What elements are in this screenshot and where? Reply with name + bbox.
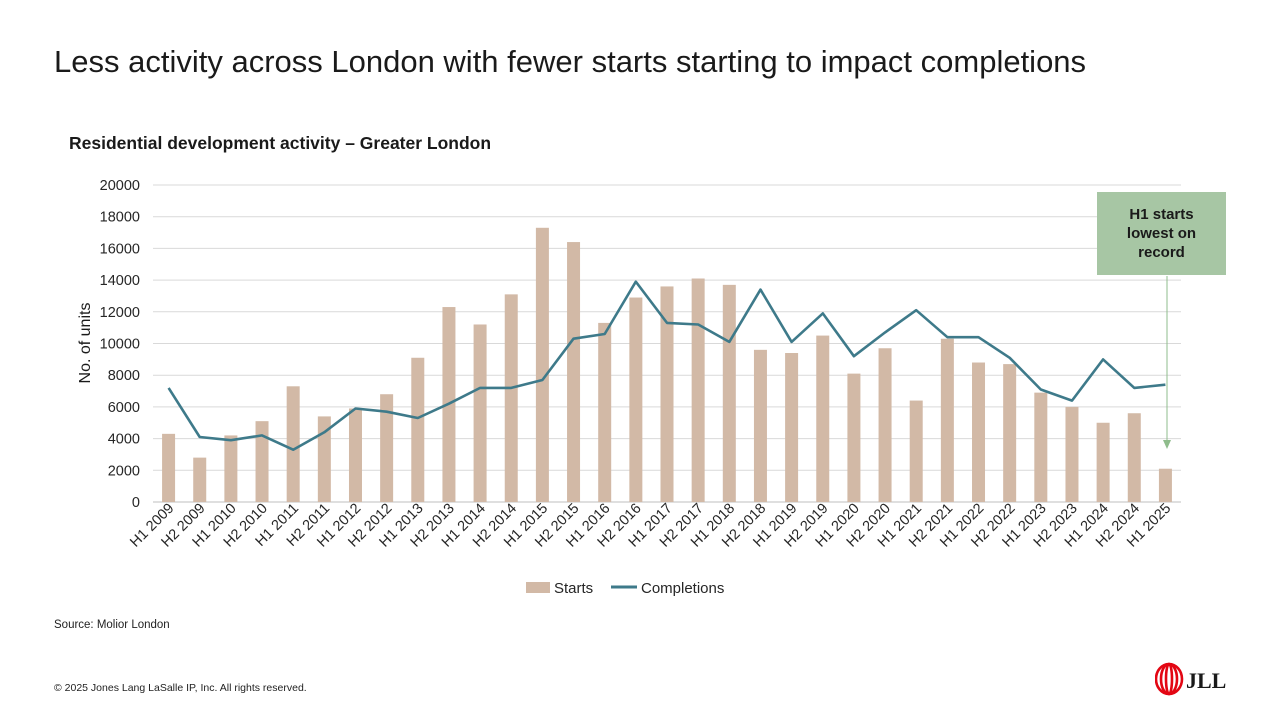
starts-bars [162, 227, 1172, 503]
starts-bar [286, 386, 300, 502]
legend-starts-swatch [526, 582, 550, 593]
completions-line [167, 280, 1166, 452]
starts-bar [535, 227, 549, 503]
starts-bar [1096, 422, 1110, 502]
callout-arrow [1163, 276, 1171, 449]
y-tick-label: 20000 [100, 178, 140, 194]
copyright-note: © 2025 Jones Lang LaSalle IP, Inc. All r… [54, 682, 307, 694]
legend-starts-label: Starts [554, 580, 593, 597]
starts-bar [162, 433, 176, 502]
starts-bar [1127, 413, 1141, 502]
chart-title: Residential development activity – Great… [69, 133, 492, 153]
y-tick-label: 2000 [108, 463, 140, 479]
starts-bar [816, 335, 830, 502]
starts-bar [598, 322, 612, 502]
starts-bar [785, 353, 799, 502]
legend: Starts Completions [526, 580, 724, 597]
starts-bar [224, 435, 238, 502]
y-tick-label: 14000 [100, 273, 140, 289]
starts-bar [940, 338, 954, 502]
starts-bar [1065, 406, 1079, 502]
starts-bar [348, 408, 362, 502]
y-tick-label: 4000 [108, 432, 140, 448]
y-axis-ticks: 0 2000 4000 6000 8000 10000 12000 14000 16000 180… [100, 178, 140, 511]
y-tick-label: 8000 [108, 368, 140, 384]
starts-bar [1034, 392, 1048, 502]
completions-line-group [167, 280, 1166, 452]
starts-bar [722, 284, 736, 502]
starts-bar [972, 362, 986, 502]
starts-bar [1158, 468, 1172, 502]
callout-box: H1 starts lowest on record [1097, 192, 1226, 275]
y-axis-label: No. of units [77, 303, 94, 384]
y-tick-label: 12000 [100, 305, 140, 321]
y-tick-label: 0 [132, 495, 140, 511]
starts-bar [847, 373, 861, 502]
jll-logo-icon [1155, 662, 1184, 696]
starts-bar [504, 294, 518, 502]
starts-bar [380, 394, 394, 502]
starts-bar [909, 400, 923, 502]
y-tick-label: 6000 [108, 400, 140, 416]
starts-bar [691, 278, 705, 502]
starts-bar [660, 286, 674, 502]
starts-bar [629, 297, 643, 502]
starts-bar [255, 421, 269, 502]
y-tick-label: 16000 [100, 241, 140, 257]
legend-completions-label: Completions [641, 580, 724, 597]
starts-bar [1003, 364, 1017, 502]
source-note: Source: Molior London [54, 619, 170, 631]
starts-bar [193, 457, 207, 502]
callout-text: H1 starts lowest on record [1126, 206, 1197, 261]
starts-bar [411, 357, 425, 502]
y-tick-label: 10000 [100, 337, 140, 353]
slide-title: Less activity across London with fewer s… [54, 44, 1087, 79]
starts-bar [567, 242, 581, 502]
y-tick-label: 18000 [100, 210, 140, 226]
starts-bar [878, 348, 892, 502]
starts-bar [317, 416, 331, 502]
starts-bar [473, 324, 487, 502]
starts-bar [753, 349, 767, 502]
jll-logo-text: JLL [1186, 668, 1226, 693]
jll-logo: JLL [1155, 662, 1226, 696]
